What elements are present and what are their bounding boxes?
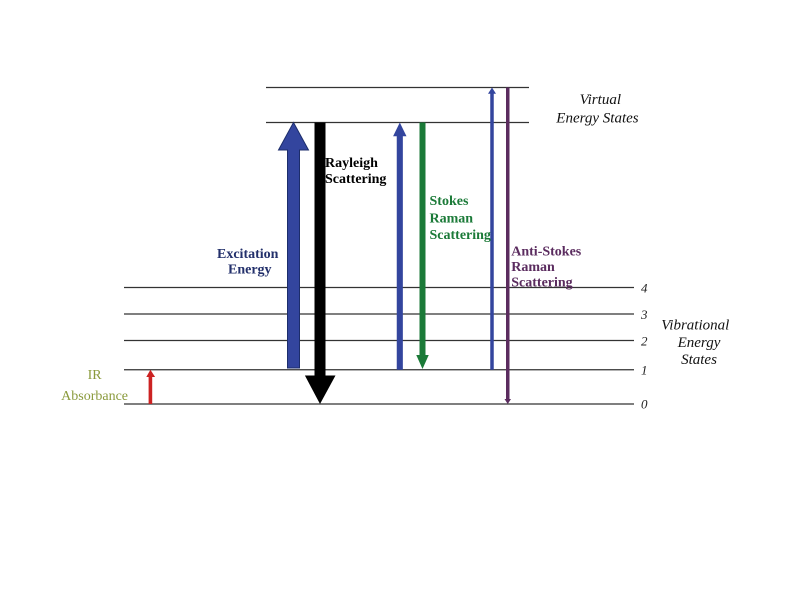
svg-text:1: 1: [641, 363, 648, 378]
svg-text:States: States: [681, 352, 717, 368]
svg-text:Rayleigh: Rayleigh: [325, 156, 378, 171]
svg-text:Energy: Energy: [677, 335, 721, 351]
svg-text:Anti-Stokes: Anti-Stokes: [511, 244, 582, 259]
svg-text:Scattering: Scattering: [430, 228, 491, 243]
svg-text:4: 4: [641, 281, 648, 296]
svg-text:2: 2: [641, 334, 648, 349]
svg-text:Stokes: Stokes: [430, 194, 469, 209]
svg-text:Virtual: Virtual: [580, 92, 621, 108]
svg-text:Vibrational: Vibrational: [661, 318, 729, 334]
svg-text:IR: IR: [88, 368, 103, 383]
svg-text:3: 3: [640, 307, 648, 322]
svg-text:Energy States: Energy States: [555, 111, 639, 127]
svg-text:Absorbance: Absorbance: [61, 389, 128, 404]
svg-text:Excitation: Excitation: [217, 247, 279, 262]
svg-text:Energy: Energy: [228, 263, 272, 278]
svg-text:Scattering: Scattering: [325, 172, 386, 187]
svg-text:0: 0: [641, 397, 648, 412]
svg-text:Scattering: Scattering: [511, 276, 572, 291]
svg-text:Raman: Raman: [430, 211, 474, 226]
svg-text:Raman: Raman: [511, 260, 555, 275]
